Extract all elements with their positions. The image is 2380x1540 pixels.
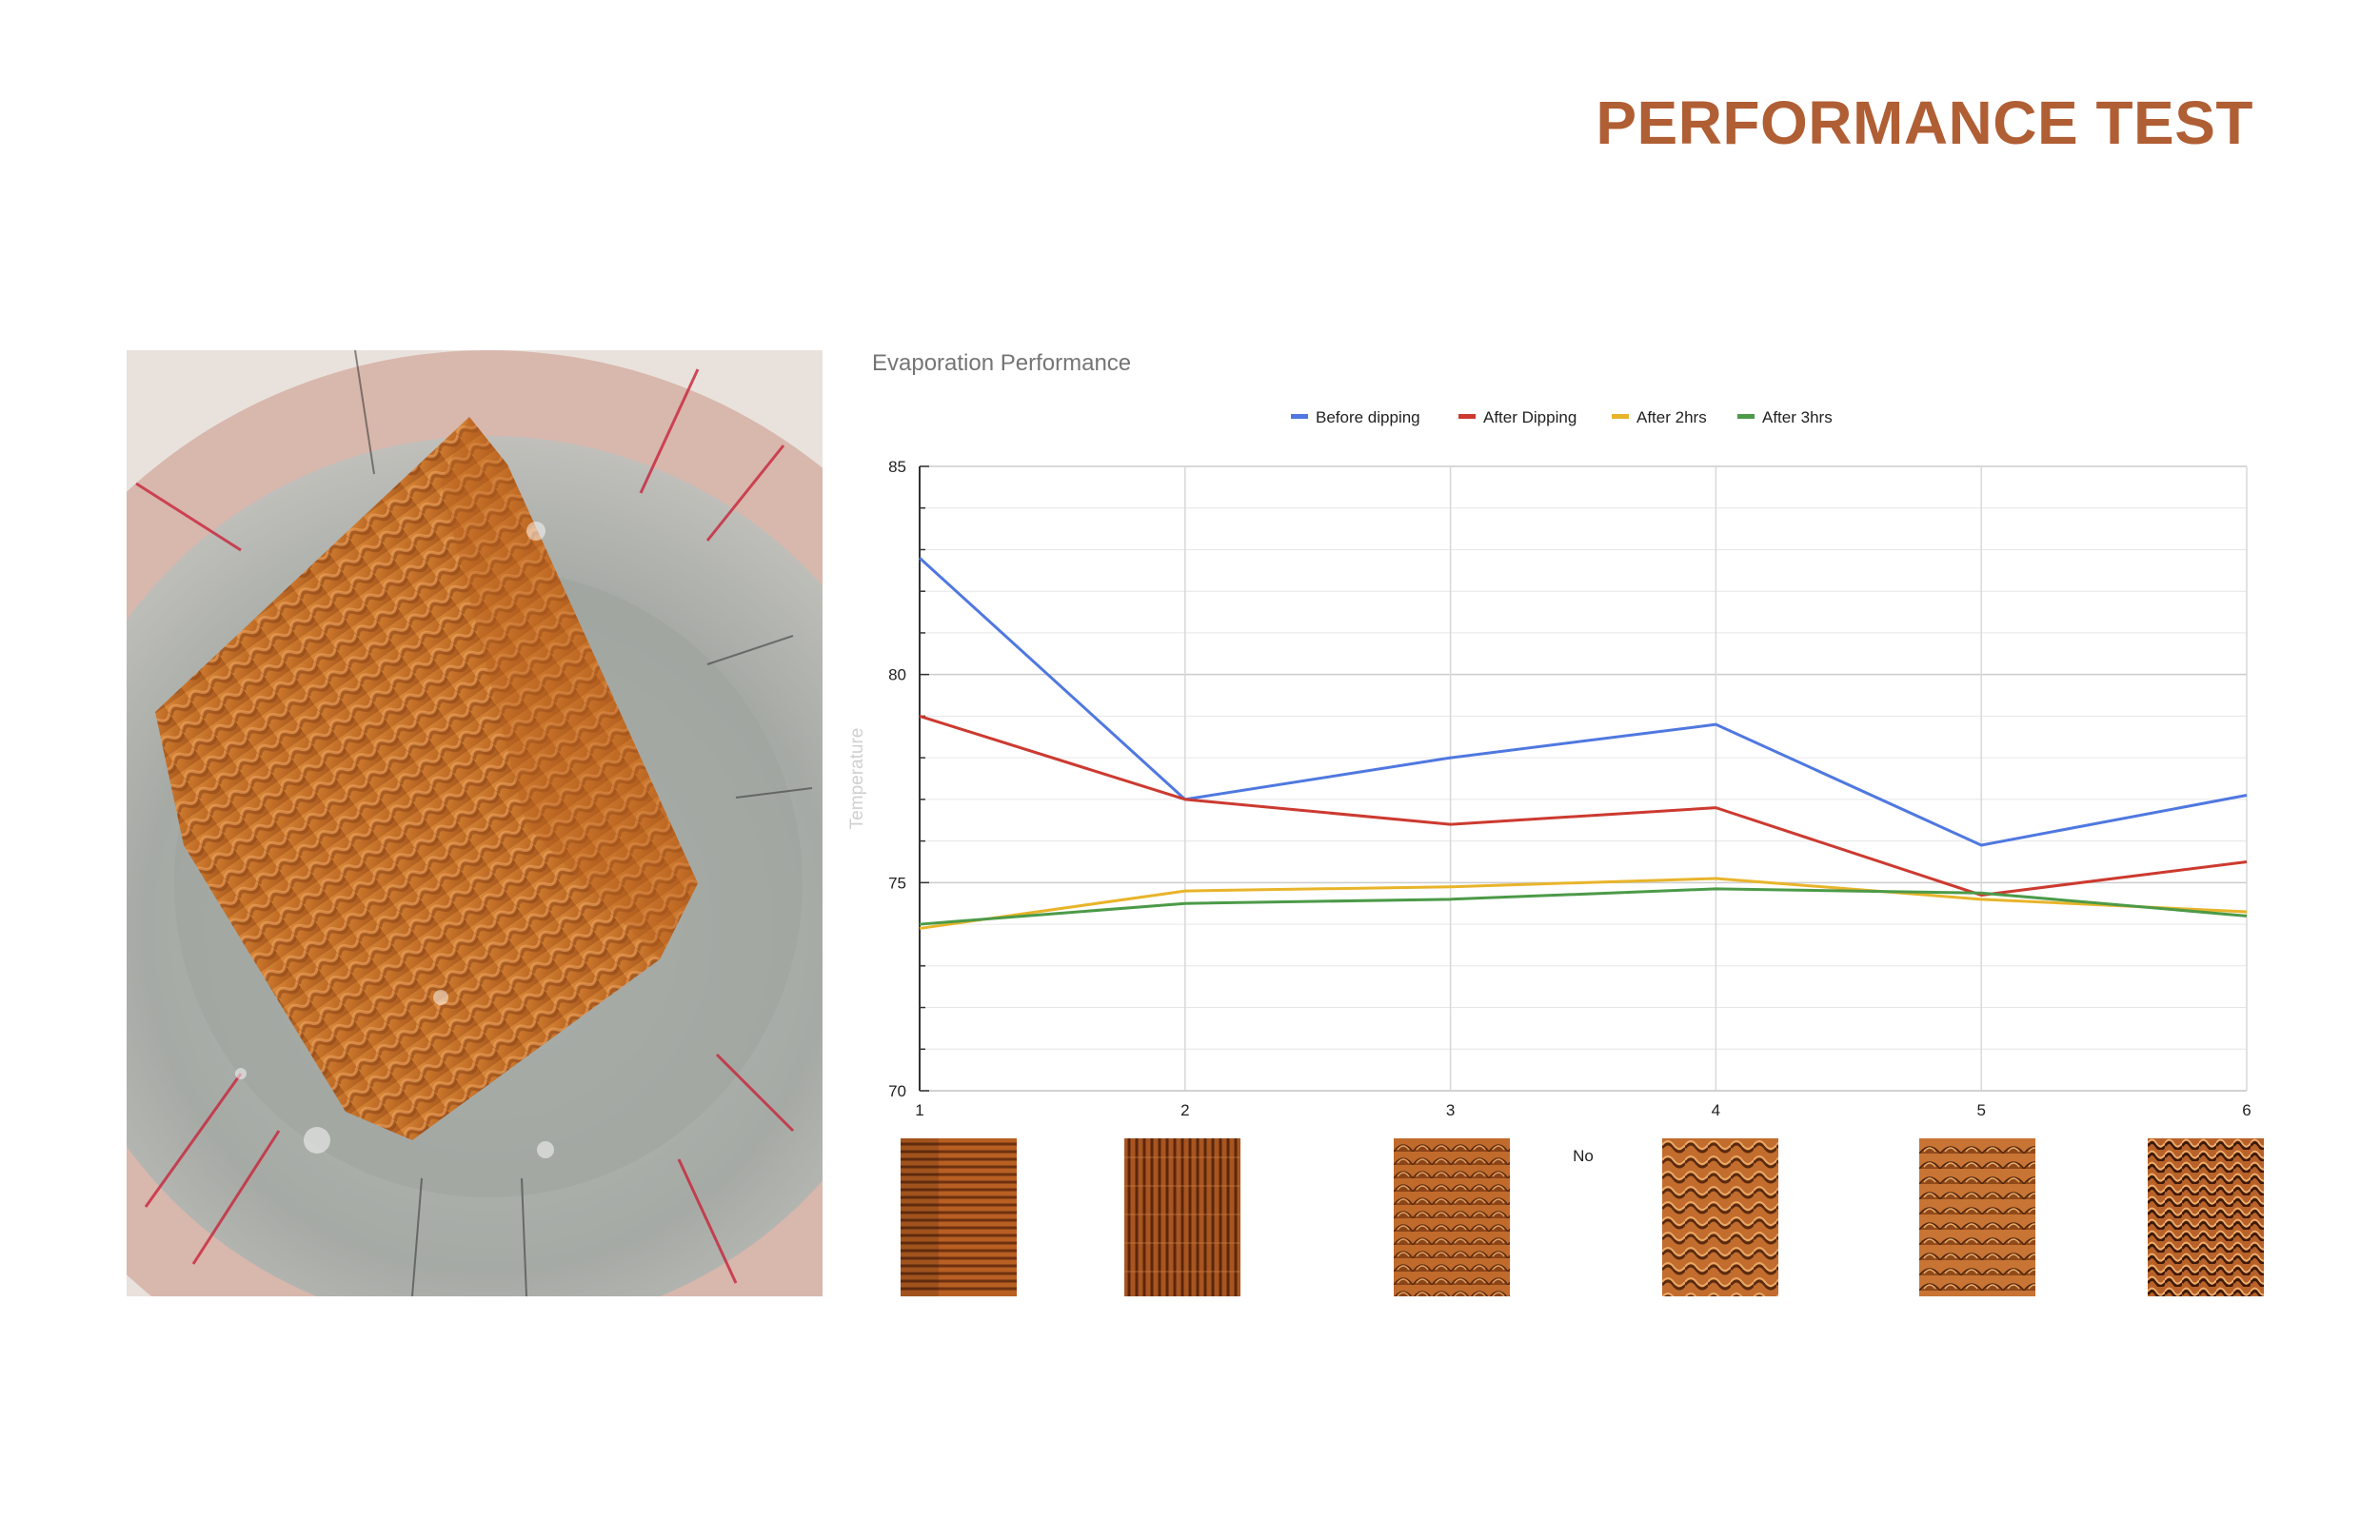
legend-swatch [1612, 414, 1629, 419]
legend-swatch [1291, 414, 1308, 419]
vertical-ridges-icon [1124, 1138, 1240, 1296]
evaporation-chart-canvas: Evaporation Performance Before dipping Af… [847, 350, 2251, 1165]
dense-wave-texture-icon [2148, 1138, 2264, 1296]
x-tick-label: 2 [1180, 1101, 1189, 1119]
horizontal-ridges-icon [901, 1138, 1017, 1296]
chart-title: Evaporation Performance [872, 350, 1131, 376]
legend-swatch [1737, 414, 1755, 419]
texture-swatch-1 [901, 1138, 1017, 1296]
series-line-2 [919, 714, 2248, 897]
page-title: PERFORMANCE TEST [1596, 89, 2253, 157]
y-tick-label: 85 [888, 458, 906, 476]
y-tick-label: 70 [888, 1082, 906, 1100]
scale-texture-icon [1919, 1138, 2035, 1296]
x-tick-label: 1 [915, 1101, 923, 1119]
series-line-4 [919, 887, 2248, 926]
series-line-1 [918, 557, 2248, 847]
y-tick-label: 75 [888, 874, 906, 892]
chart-axes: 70 75 80 85 1 2 3 4 5 6 [888, 458, 2251, 1119]
evaporation-chart: Evaporation Performance Before dipping Af… [838, 343, 2285, 1165]
texture-swatch-4 [1662, 1138, 1778, 1296]
wave-texture-icon [1662, 1138, 1778, 1296]
scale-texture-icon [1394, 1138, 1510, 1296]
texture-swatch-2 [1124, 1138, 1240, 1296]
texture-swatches [0, 1138, 2380, 1300]
x-tick-label: 3 [1446, 1101, 1455, 1119]
chart-series [918, 557, 2248, 930]
chart-legend: Before dipping After Dipping After 2hrs Aft… [1291, 408, 1833, 426]
legend-swatch [1458, 414, 1476, 419]
x-axis-title: No [1573, 1147, 1594, 1165]
x-tick-label: 6 [2242, 1101, 2251, 1119]
legend-label: Before dipping [1316, 408, 1420, 426]
y-axis-title: Temperature [847, 728, 867, 830]
y-tick-label: 80 [888, 666, 906, 684]
texture-swatch-5 [1919, 1138, 2035, 1296]
x-tick-label: 5 [1976, 1101, 1985, 1119]
legend-label: After Dipping [1483, 408, 1577, 426]
texture-swatch-6 [2148, 1138, 2264, 1296]
x-tick-label: 4 [1712, 1101, 1720, 1119]
legend-label: After 2hrs [1636, 408, 1707, 426]
legend-label: After 3hrs [1762, 408, 1833, 426]
clay-tile-photo [127, 350, 823, 1296]
series-line-3 [919, 877, 2248, 930]
texture-swatch-3 [1394, 1138, 1510, 1296]
clay-tile-in-water-photo-icon [127, 350, 823, 1296]
